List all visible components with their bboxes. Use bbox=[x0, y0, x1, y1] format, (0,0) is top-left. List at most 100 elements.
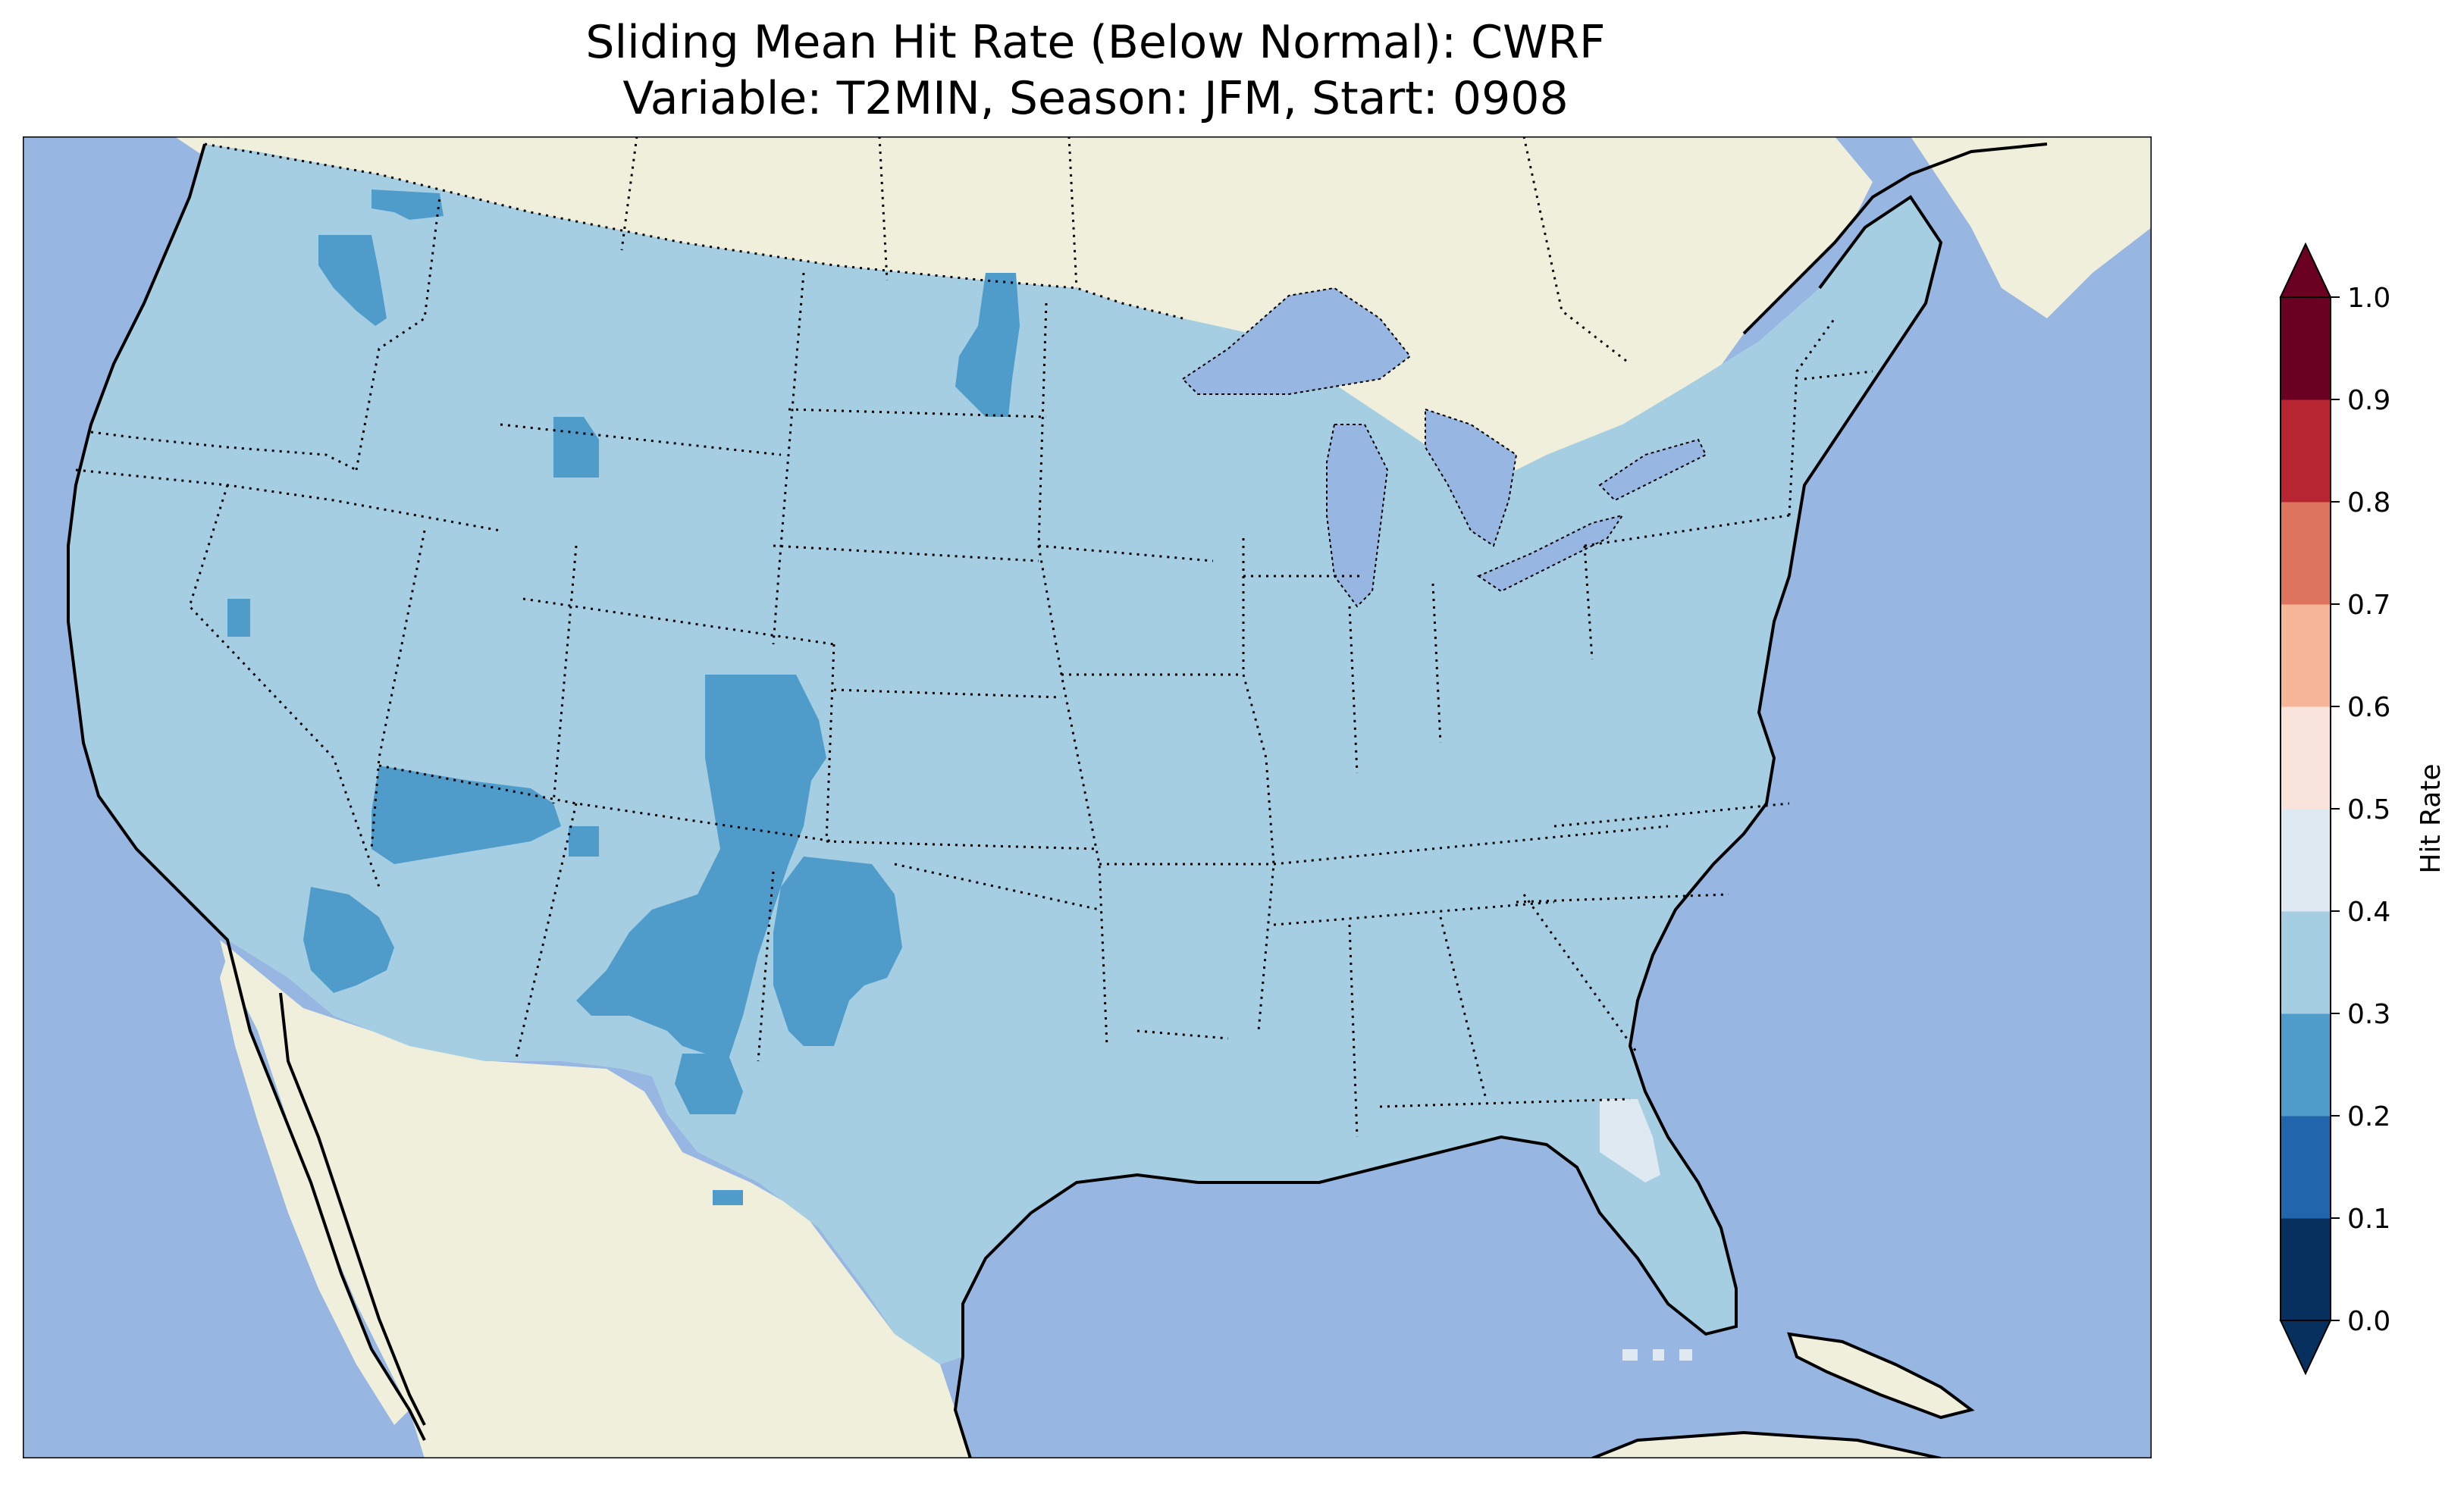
border-ok-tx bbox=[894, 863, 1100, 911]
colorbar-bin-1 bbox=[2281, 1116, 2331, 1219]
map-panel bbox=[23, 136, 2152, 1458]
lake-superior-outline bbox=[1181, 287, 1412, 395]
patch-keys bbox=[1622, 1349, 1692, 1361]
lake-michigan-outline bbox=[1326, 424, 1389, 608]
lake-outlines bbox=[1181, 287, 1707, 608]
patch-az-ut bbox=[371, 766, 561, 864]
yucatan-land bbox=[1592, 1433, 1941, 1458]
patch-wa bbox=[371, 189, 444, 220]
colorbar-tick-label: 0.5 bbox=[2347, 794, 2390, 825]
colorbar-over-extend bbox=[2279, 242, 2332, 298]
patch-mx-border bbox=[713, 1190, 743, 1205]
colorbar-bin-9 bbox=[2281, 297, 2331, 400]
mexico-land bbox=[220, 940, 970, 1458]
colorbar-label: Hit Rate bbox=[2415, 763, 2447, 873]
colorbar-tick-label: 1.0 bbox=[2347, 283, 2390, 314]
border-nc-sc bbox=[1516, 893, 1729, 904]
border-ms-al bbox=[1348, 924, 1359, 1138]
patch-co bbox=[576, 675, 826, 1061]
border-ut-co bbox=[552, 545, 578, 804]
border-ar-la bbox=[1136, 1029, 1229, 1040]
border-al-ga bbox=[1439, 916, 1487, 1100]
maritime-land bbox=[1911, 136, 2152, 318]
border-az-nm bbox=[514, 803, 578, 1062]
lake-superior bbox=[1183, 288, 1410, 394]
border-wa-or bbox=[90, 431, 357, 471]
patch-tx bbox=[773, 857, 902, 1046]
yucatan-coast bbox=[1591, 1430, 1942, 1458]
border-ks-ok bbox=[826, 840, 1100, 850]
border-mn-ia bbox=[1038, 544, 1214, 562]
lake-huron bbox=[1425, 409, 1516, 546]
patch-wa2 bbox=[318, 235, 387, 326]
patch-ca-az bbox=[303, 887, 394, 993]
border-mt-wy bbox=[500, 423, 782, 456]
border-us-canada bbox=[204, 143, 1183, 320]
border-dakotas bbox=[788, 408, 1047, 418]
title-line-1: Sliding Mean Hit Rate (Below Normal): CW… bbox=[585, 16, 1605, 69]
border-va-nc bbox=[1553, 802, 1790, 828]
colorbar-tick-label: 0.9 bbox=[2347, 385, 2390, 416]
hit-rate-field bbox=[68, 144, 1941, 1364]
lake-ontario bbox=[1600, 440, 1706, 500]
colorbar-bin-6 bbox=[2281, 604, 2331, 707]
border-ne-ks bbox=[833, 688, 1062, 699]
colorbar-bins bbox=[2279, 242, 2332, 1376]
border-tn-south bbox=[1273, 900, 1555, 926]
conus-field-region bbox=[68, 144, 1941, 1364]
border-co-ks bbox=[825, 644, 835, 842]
great-lakes bbox=[1183, 288, 1706, 606]
cuba-coast bbox=[1787, 1332, 1975, 1420]
colorbar-bin-0 bbox=[2281, 1218, 2331, 1321]
colorbar-bin-7 bbox=[2281, 502, 2331, 605]
border-ky-tn bbox=[1273, 825, 1669, 866]
colorbar-bin-2 bbox=[2281, 1013, 2331, 1117]
colorbar-tick-label: 0.1 bbox=[2347, 1204, 2390, 1235]
state-borders bbox=[75, 136, 1873, 1138]
border-mo-east bbox=[1242, 538, 1275, 1032]
border-or-ca-nv bbox=[75, 468, 501, 532]
colorbar-tick-label: 0.0 bbox=[2347, 1306, 2390, 1337]
patch-nv bbox=[227, 599, 250, 637]
colorbar-tick-label: 0.7 bbox=[2347, 590, 2390, 621]
coastlines bbox=[67, 143, 2048, 1458]
border-mn-wi bbox=[1037, 302, 1108, 1047]
colorbar-under-extend bbox=[2279, 1320, 2332, 1376]
patch-wy bbox=[553, 417, 599, 478]
border-il-in bbox=[1348, 606, 1359, 774]
border-id-mt bbox=[355, 196, 441, 471]
border-nv-ut bbox=[370, 530, 426, 850]
high-value-patches bbox=[1600, 1099, 1692, 1361]
pacific-coast bbox=[67, 143, 426, 1441]
patch-tx-south bbox=[675, 1054, 743, 1114]
lake-erie bbox=[1478, 515, 1622, 591]
colorbar-bin-4 bbox=[2281, 809, 2331, 912]
low-value-patches bbox=[227, 189, 1020, 1205]
st-lawrence bbox=[1742, 143, 2048, 335]
border-nm-tx bbox=[757, 871, 775, 1062]
colorbar-tick-label: 0.2 bbox=[2347, 1101, 2390, 1132]
colorbar-tick-label: 0.6 bbox=[2347, 692, 2390, 723]
patch-fl bbox=[1600, 1099, 1660, 1182]
cuba-land bbox=[1789, 1334, 1971, 1417]
lake-huron-outline bbox=[1425, 408, 1518, 547]
gulf-coast bbox=[961, 195, 1943, 1357]
mexico-coast bbox=[953, 1356, 972, 1458]
patch-nd bbox=[955, 273, 1020, 417]
colorbar-ticks: 0.0 0.1 0.2 0.3 0.4 0.5 0.6 0.7 0.8 0.9 1.0 bbox=[2331, 283, 2390, 1337]
border-ne-states bbox=[1788, 318, 1836, 516]
lake-ontario-outline bbox=[1598, 438, 1707, 502]
colorbar-tick-label: 0.4 bbox=[2347, 897, 2390, 928]
baja-land bbox=[220, 955, 409, 1425]
patch-co2 bbox=[569, 826, 599, 857]
title-line-2: Variable: T2MIN, Season: JFM, Start: 090… bbox=[622, 72, 1568, 125]
colorbar-bin-5 bbox=[2281, 706, 2331, 810]
colorbar-bin-3 bbox=[2281, 911, 2331, 1014]
colorbar: 0.0 0.1 0.2 0.3 0.4 0.5 0.6 0.7 0.8 0.9 1.0 Hit Ra… bbox=[2279, 242, 2447, 1376]
colorbar-tick-label: 0.8 bbox=[2347, 487, 2390, 518]
border-sd-ne bbox=[773, 544, 1039, 562]
lake-erie-outline bbox=[1476, 514, 1625, 593]
baja-coast bbox=[279, 992, 426, 1426]
border-nd-mn bbox=[772, 272, 805, 645]
